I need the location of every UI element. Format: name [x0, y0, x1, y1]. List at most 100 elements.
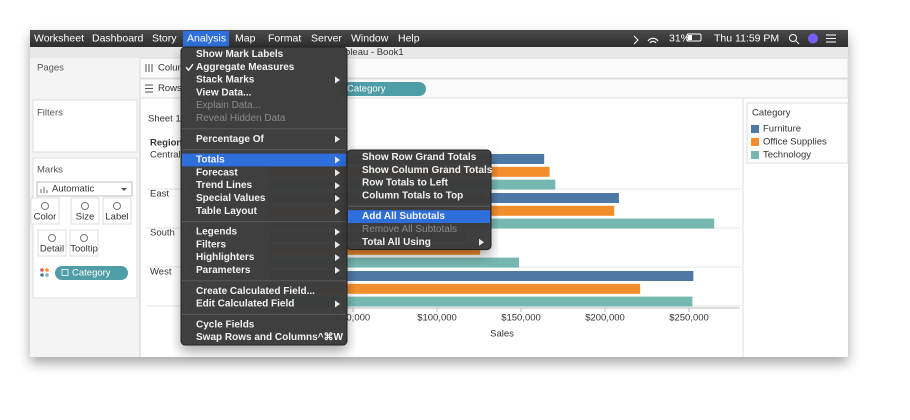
submenu-arrow — [335, 300, 340, 308]
menu-title[interactable]: Server — [311, 32, 342, 44]
menu-item[interactable]: Special Values — [196, 193, 266, 204]
menu-title[interactable]: Analysis — [187, 32, 226, 44]
menu-item[interactable]: View Data... — [196, 87, 252, 98]
filters-header: Filters — [37, 108, 63, 119]
x-tick-label: $200,000 — [585, 313, 625, 324]
bar — [269, 271, 694, 281]
mark-type-dropdown[interactable] — [36, 181, 133, 197]
submenu-arrow — [335, 156, 340, 164]
region-label: East — [150, 189, 169, 200]
mark-icon — [113, 202, 121, 210]
submenu-arrow — [335, 241, 340, 249]
menu-item[interactable]: Column Totals to Top — [362, 190, 463, 201]
columns-label: Columns — [158, 63, 196, 74]
menu-bar — [30, 30, 848, 47]
menu-item[interactable]: Percentage Of — [196, 134, 264, 145]
color-pill[interactable] — [55, 266, 128, 280]
menu-item[interactable]: Legends — [196, 227, 238, 238]
rows-pill-label: Category — [347, 84, 386, 95]
pages-header: Pages — [37, 63, 64, 74]
filters-card — [32, 99, 138, 153]
menu-item[interactable]: Row Totals to Left — [362, 178, 449, 189]
menu-item[interactable]: Cycle Fields — [196, 319, 255, 330]
legend-card — [746, 102, 849, 164]
menu-item[interactable]: Table Layout — [196, 206, 258, 217]
title-bar — [30, 47, 848, 58]
legend-swatch — [751, 125, 759, 133]
menu-item[interactable]: Parameters — [196, 265, 251, 276]
menu-item[interactable]: Swap Rows and Columns — [196, 332, 318, 343]
submenu-arrow — [335, 228, 340, 236]
x-tick-label: $50,000 — [336, 313, 370, 324]
region-label: South — [150, 228, 175, 239]
rows-label: Rows — [158, 83, 182, 94]
x-tick-label: $100,000 — [417, 313, 457, 324]
menu-shortcut: ^⌘W — [318, 332, 344, 343]
menu-title[interactable]: Worksheet — [34, 32, 84, 44]
submenu-arrow — [335, 207, 340, 215]
menu-item[interactable]: Total All Using — [362, 237, 431, 248]
menu-item: Remove All Subtotals — [362, 224, 457, 235]
x-tick-label: $250,000 — [669, 313, 709, 324]
menu-item[interactable]: Forecast — [196, 167, 238, 178]
menu-item[interactable]: Show Row Grand Totals — [362, 152, 477, 163]
menu-panel — [346, 149, 492, 251]
menu-title[interactable]: Window — [351, 32, 389, 44]
x-axis-title: Sales — [490, 329, 514, 340]
menu-item[interactable]: Totals — [196, 155, 225, 166]
clock: Thu 11:59 PM — [714, 32, 779, 44]
menu-item: Reveal Hidden Data — [196, 113, 286, 124]
menu-item[interactable]: Create Calculated Field... — [196, 286, 315, 297]
rows-pill[interactable] — [338, 82, 426, 96]
bar — [269, 283, 641, 294]
mark-icon — [48, 234, 56, 242]
menu-active — [183, 31, 229, 47]
menu-item[interactable]: Edit Calculated Field — [196, 299, 294, 310]
submenu-arrow — [335, 266, 340, 274]
menu-title[interactable]: Map — [235, 32, 256, 44]
menu-item[interactable]: Filters — [196, 239, 226, 250]
submenu-arrow — [335, 194, 340, 202]
mark-button-label: Size — [76, 212, 94, 223]
region-header: Region — [150, 138, 182, 149]
menu-title[interactable]: Help — [398, 32, 420, 44]
menu-item[interactable]: Aggregate Measures — [196, 62, 295, 73]
color-pill-label: Category — [72, 268, 111, 279]
submenu-arrow — [335, 254, 340, 262]
menu-title[interactable]: Story — [152, 32, 177, 44]
mark-button-label: Tooltip — [70, 244, 97, 255]
menu-item[interactable]: Show Column Grand Totals — [362, 165, 493, 176]
menu-item[interactable]: Trend Lines — [196, 180, 253, 191]
menu-item[interactable]: Show Mark Labels — [196, 49, 284, 60]
mark-icon — [81, 202, 89, 210]
legend-label[interactable]: Office Supplies — [763, 137, 827, 148]
menu-title[interactable]: Dashboard — [92, 32, 144, 44]
check-mark — [185, 63, 194, 72]
menu-item[interactable]: Stack Marks — [196, 75, 255, 86]
bar — [269, 296, 693, 307]
menu-item: Explain Data... — [196, 100, 261, 111]
x-tick-label: $150,000 — [501, 313, 541, 324]
mark-button[interactable] — [69, 229, 99, 257]
legend-swatch — [751, 151, 759, 159]
legend-swatch — [751, 138, 759, 146]
bar — [269, 257, 519, 268]
window-title: Tableau - Book1 — [335, 47, 404, 58]
menu-highlight — [348, 210, 490, 223]
legend-label[interactable]: Technology — [763, 150, 811, 161]
legend-label[interactable]: Furniture — [763, 124, 801, 135]
menu-title[interactable]: Format — [268, 32, 301, 44]
submenu-arrow — [335, 76, 340, 84]
region-label: Central — [150, 150, 181, 161]
mark-icon — [80, 234, 88, 242]
mark-button-label: Detail — [40, 244, 64, 255]
bar — [269, 218, 715, 229]
menu-item[interactable]: Highlighters — [196, 252, 255, 263]
submenu-arrow — [335, 169, 340, 177]
mark-icon — [41, 202, 49, 210]
submenu-arrow — [335, 182, 340, 190]
menu-item[interactable]: Add All Subtotals — [362, 211, 445, 222]
marks-header: Marks — [37, 165, 63, 176]
status-icons — [633, 33, 836, 45]
